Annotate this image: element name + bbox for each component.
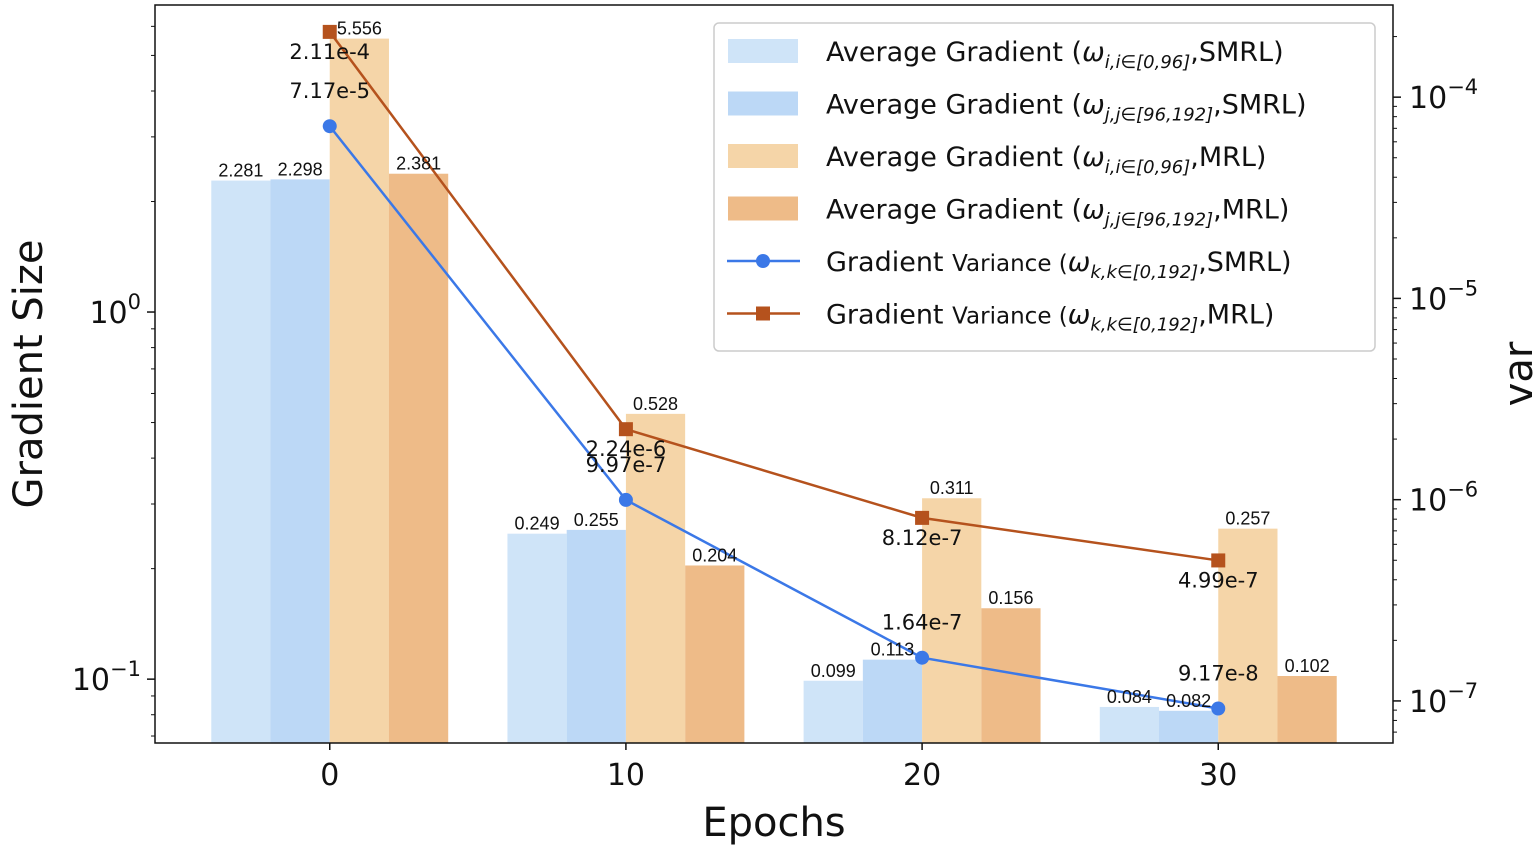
- lines-layer: [322, 24, 1226, 716]
- legend-square-marker: [756, 306, 770, 321]
- bar-value-label: 0.257: [1225, 509, 1270, 529]
- bar: [507, 533, 567, 743]
- bar: [211, 180, 271, 743]
- bar: [1277, 675, 1337, 743]
- bar: [803, 680, 863, 743]
- circle-marker: [915, 650, 930, 665]
- y2-tick-label: 10−6: [1409, 478, 1478, 519]
- y2-tick-label: 10−7: [1409, 679, 1478, 720]
- bar: [862, 659, 923, 743]
- legend-circle-marker: [756, 254, 770, 268]
- bars-layer: [211, 38, 1337, 744]
- circle-marker: [1211, 701, 1226, 716]
- square-marker: [915, 510, 930, 525]
- square-marker: [1211, 553, 1226, 568]
- bar-value-label: 0.102: [1285, 656, 1330, 676]
- legend-frame: [713, 22, 1376, 352]
- bar-value-label: 2.281: [218, 161, 263, 181]
- bar-value-label: 0.156: [988, 588, 1033, 608]
- legend-label: Gradient Variance (ωk,k∈[0,192],MRL): [826, 300, 1274, 336]
- legend-label: Average Gradient (ωi,i∈[0,96],MRL): [826, 142, 1266, 178]
- bar-value-label: 0.528: [633, 394, 678, 414]
- bar: [1218, 528, 1278, 743]
- variance-line: [328, 31, 1219, 562]
- variance-value-label: 9.97e-7: [586, 453, 667, 477]
- bar-value-label: 0.204: [692, 545, 737, 565]
- bar-value-label: 0.099: [811, 661, 856, 681]
- bar: [685, 565, 745, 743]
- plot-frame: [154, 4, 1394, 744]
- square-marker: [322, 24, 337, 39]
- bar: [388, 173, 449, 743]
- legend-swatch: [728, 39, 798, 63]
- square-marker: [618, 422, 633, 437]
- bar-value-label: 0.311: [930, 478, 974, 498]
- x-axis-label: Epochs: [702, 800, 845, 846]
- bar-value-label: 0.113: [871, 640, 915, 660]
- bar: [922, 498, 982, 743]
- bar: [329, 38, 389, 743]
- bar-value-label: 0.255: [574, 510, 619, 530]
- legend-swatch: [728, 91, 798, 116]
- variance-value-label: 7.17e-5: [289, 79, 370, 103]
- legend-swatch: [728, 196, 798, 221]
- legend: Average Gradient (ωi,i∈[0,96],SMRL) Avera…: [713, 22, 1376, 352]
- variance-line: [328, 125, 1219, 710]
- y-axis-label: Gradient Size: [6, 240, 52, 509]
- axes-layer: 0 10 20 30 100 10−1 10−4 10−5 10−6 10−7: [72, 25, 1478, 793]
- bar-value-label: 0.082: [1166, 691, 1211, 711]
- x-tick-label: 10: [607, 758, 645, 793]
- variance-value-label: 4.99e-7: [1178, 568, 1259, 592]
- variance-value-label: 9.17e-8: [1178, 662, 1259, 686]
- bar: [625, 413, 686, 743]
- data-labels-layer: 2.281 0.249 0.099 0.084 2.298 0.255 0.113 0.082…: [218, 19, 1329, 711]
- x-tick-label: 0: [320, 758, 339, 793]
- legend-label: Average Gradient (ωj,j∈[96,192],MRL): [826, 195, 1289, 231]
- variance-value-label: 1.64e-7: [882, 611, 963, 635]
- legend-label: Average Gradient (ωi,i∈[0,96],SMRL): [826, 37, 1284, 73]
- bar: [1099, 706, 1160, 743]
- legend-label: Average Gradient (ωj,j∈[96,192],SMRL): [826, 90, 1307, 126]
- variance-value-label: 8.12e-7: [882, 526, 963, 550]
- bar-value-label: 5.556: [337, 19, 382, 39]
- bar: [566, 529, 626, 743]
- bar-value-label: 0.249: [515, 514, 560, 534]
- circle-marker: [618, 492, 633, 507]
- y2-tick-label: 10−4: [1409, 75, 1478, 116]
- bar-value-label: 2.381: [396, 154, 441, 174]
- variance-value-label: 2.11e-4: [289, 40, 370, 64]
- y-tick-label: 100: [89, 290, 141, 331]
- bar: [270, 179, 330, 744]
- y-tick-label: 10−1: [72, 657, 141, 698]
- x-tick-label: 30: [1199, 758, 1237, 793]
- bar-value-label: 0.084: [1107, 687, 1152, 707]
- legend-label: Gradient Variance (ωk,k∈[0,192],SMRL): [826, 247, 1292, 283]
- x-tick-label: 20: [903, 758, 941, 793]
- bar-value-label: 2.298: [278, 159, 323, 179]
- bar: [1159, 710, 1219, 743]
- y2-tick-label: 10−5: [1409, 276, 1478, 317]
- circle-marker: [322, 119, 337, 134]
- y2-axis-label: var: [1496, 341, 1539, 406]
- legend-swatch: [728, 144, 798, 168]
- variance-value-label: 2.24e-6: [586, 437, 667, 461]
